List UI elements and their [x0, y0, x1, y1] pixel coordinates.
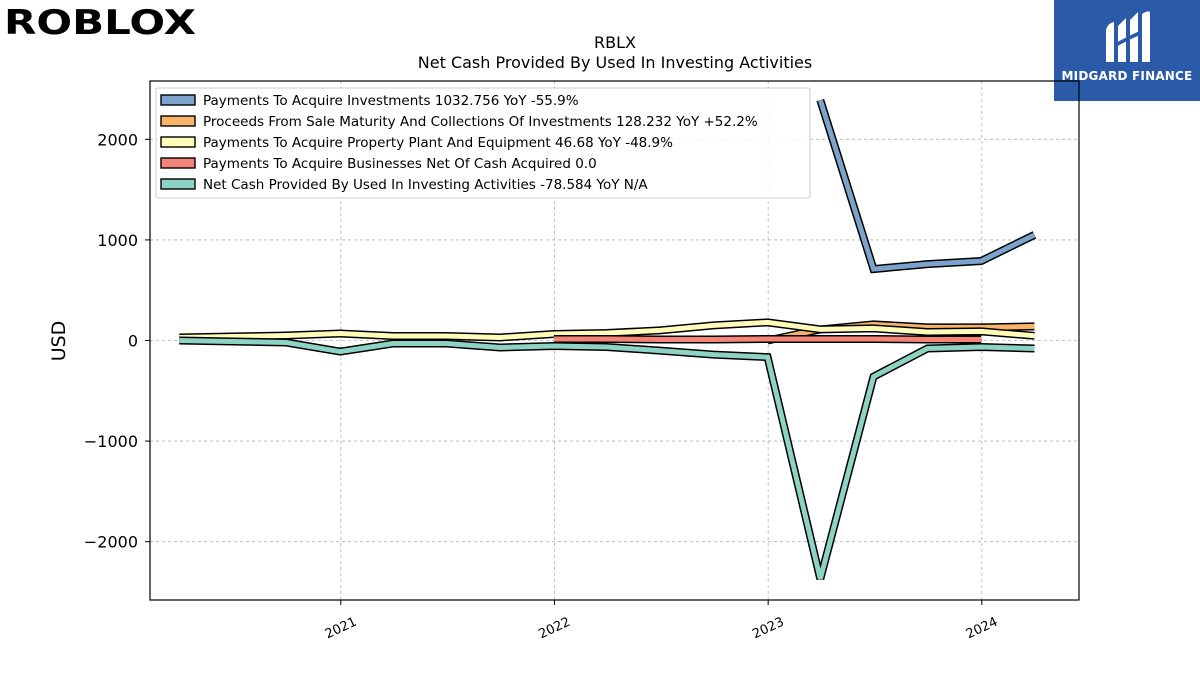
midgard-emblem-icon — [1106, 11, 1150, 63]
y-axis: 2000 1000 0 −1000 −2000 — [84, 130, 150, 552]
x-tick-label: 2022 — [537, 615, 573, 643]
series-line — [179, 336, 1035, 580]
legend-swatch — [160, 136, 196, 148]
series-stroke — [179, 319, 1035, 341]
series-stroke — [179, 338, 1035, 580]
legend-item: Payments To Acquire Businesses Net Of Ca… — [160, 156, 597, 172]
y-axis-label: USD — [48, 321, 70, 362]
y-tick-label: 2000 — [97, 130, 138, 149]
legend-swatch — [160, 94, 196, 106]
series-line — [816, 98, 1037, 274]
midgard-finance-logo: MIDGARD FINANCE — [1054, 0, 1200, 101]
x-tick-label: 2024 — [964, 615, 1000, 643]
series-outline — [179, 336, 1035, 580]
legend-label: Payments To Acquire Investments 1032.756… — [203, 93, 579, 109]
y-tick-label: 0 — [128, 332, 138, 351]
legend-box — [155, 87, 811, 199]
legend-item: Payments To Acquire Investments 1032.756… — [160, 93, 579, 109]
series-stroke — [553, 336, 982, 342]
legend-swatch — [160, 115, 196, 127]
legend-label: Payments To Acquire Property Plant And E… — [203, 135, 673, 151]
series-stroke — [817, 99, 1036, 272]
series-outline — [816, 98, 1037, 274]
x-tick-label: 2021 — [323, 615, 359, 643]
legend-swatch — [160, 157, 196, 169]
chart-subtitle: Net Cash Provided By Used In Investing A… — [418, 53, 812, 72]
legend-item: Payments To Acquire Property Plant And E… — [160, 135, 673, 151]
legend-label: Proceeds From Sale Maturity And Collecti… — [203, 114, 758, 130]
legend-swatch — [160, 178, 196, 190]
legend-label: Net Cash Provided By Used In Investing A… — [203, 177, 648, 193]
y-tick-label: −2000 — [84, 533, 138, 552]
legend: Payments To Acquire Investments 1032.756… — [155, 87, 811, 199]
chart-title: RBLX — [594, 33, 636, 52]
roblox-logo: ROBLOX — [4, 4, 196, 40]
midgard-finance-label: MIDGARD FINANCE — [1061, 69, 1193, 83]
y-tick-label: 1000 — [97, 231, 138, 250]
x-axis: 2021 2022 2023 2024 — [323, 600, 1000, 642]
x-tick-label: 2023 — [750, 615, 786, 643]
y-tick-label: −1000 — [84, 432, 138, 451]
legend-item: Net Cash Provided By Used In Investing A… — [160, 177, 648, 193]
legend-label: Payments To Acquire Businesses Net Of Ca… — [203, 156, 597, 172]
series-line — [179, 318, 1035, 342]
legend-item: Proceeds From Sale Maturity And Collecti… — [160, 114, 758, 130]
roblox-logo-text: ROBLOX — [4, 4, 196, 40]
series-line — [553, 335, 982, 344]
series-lines — [179, 98, 1037, 580]
